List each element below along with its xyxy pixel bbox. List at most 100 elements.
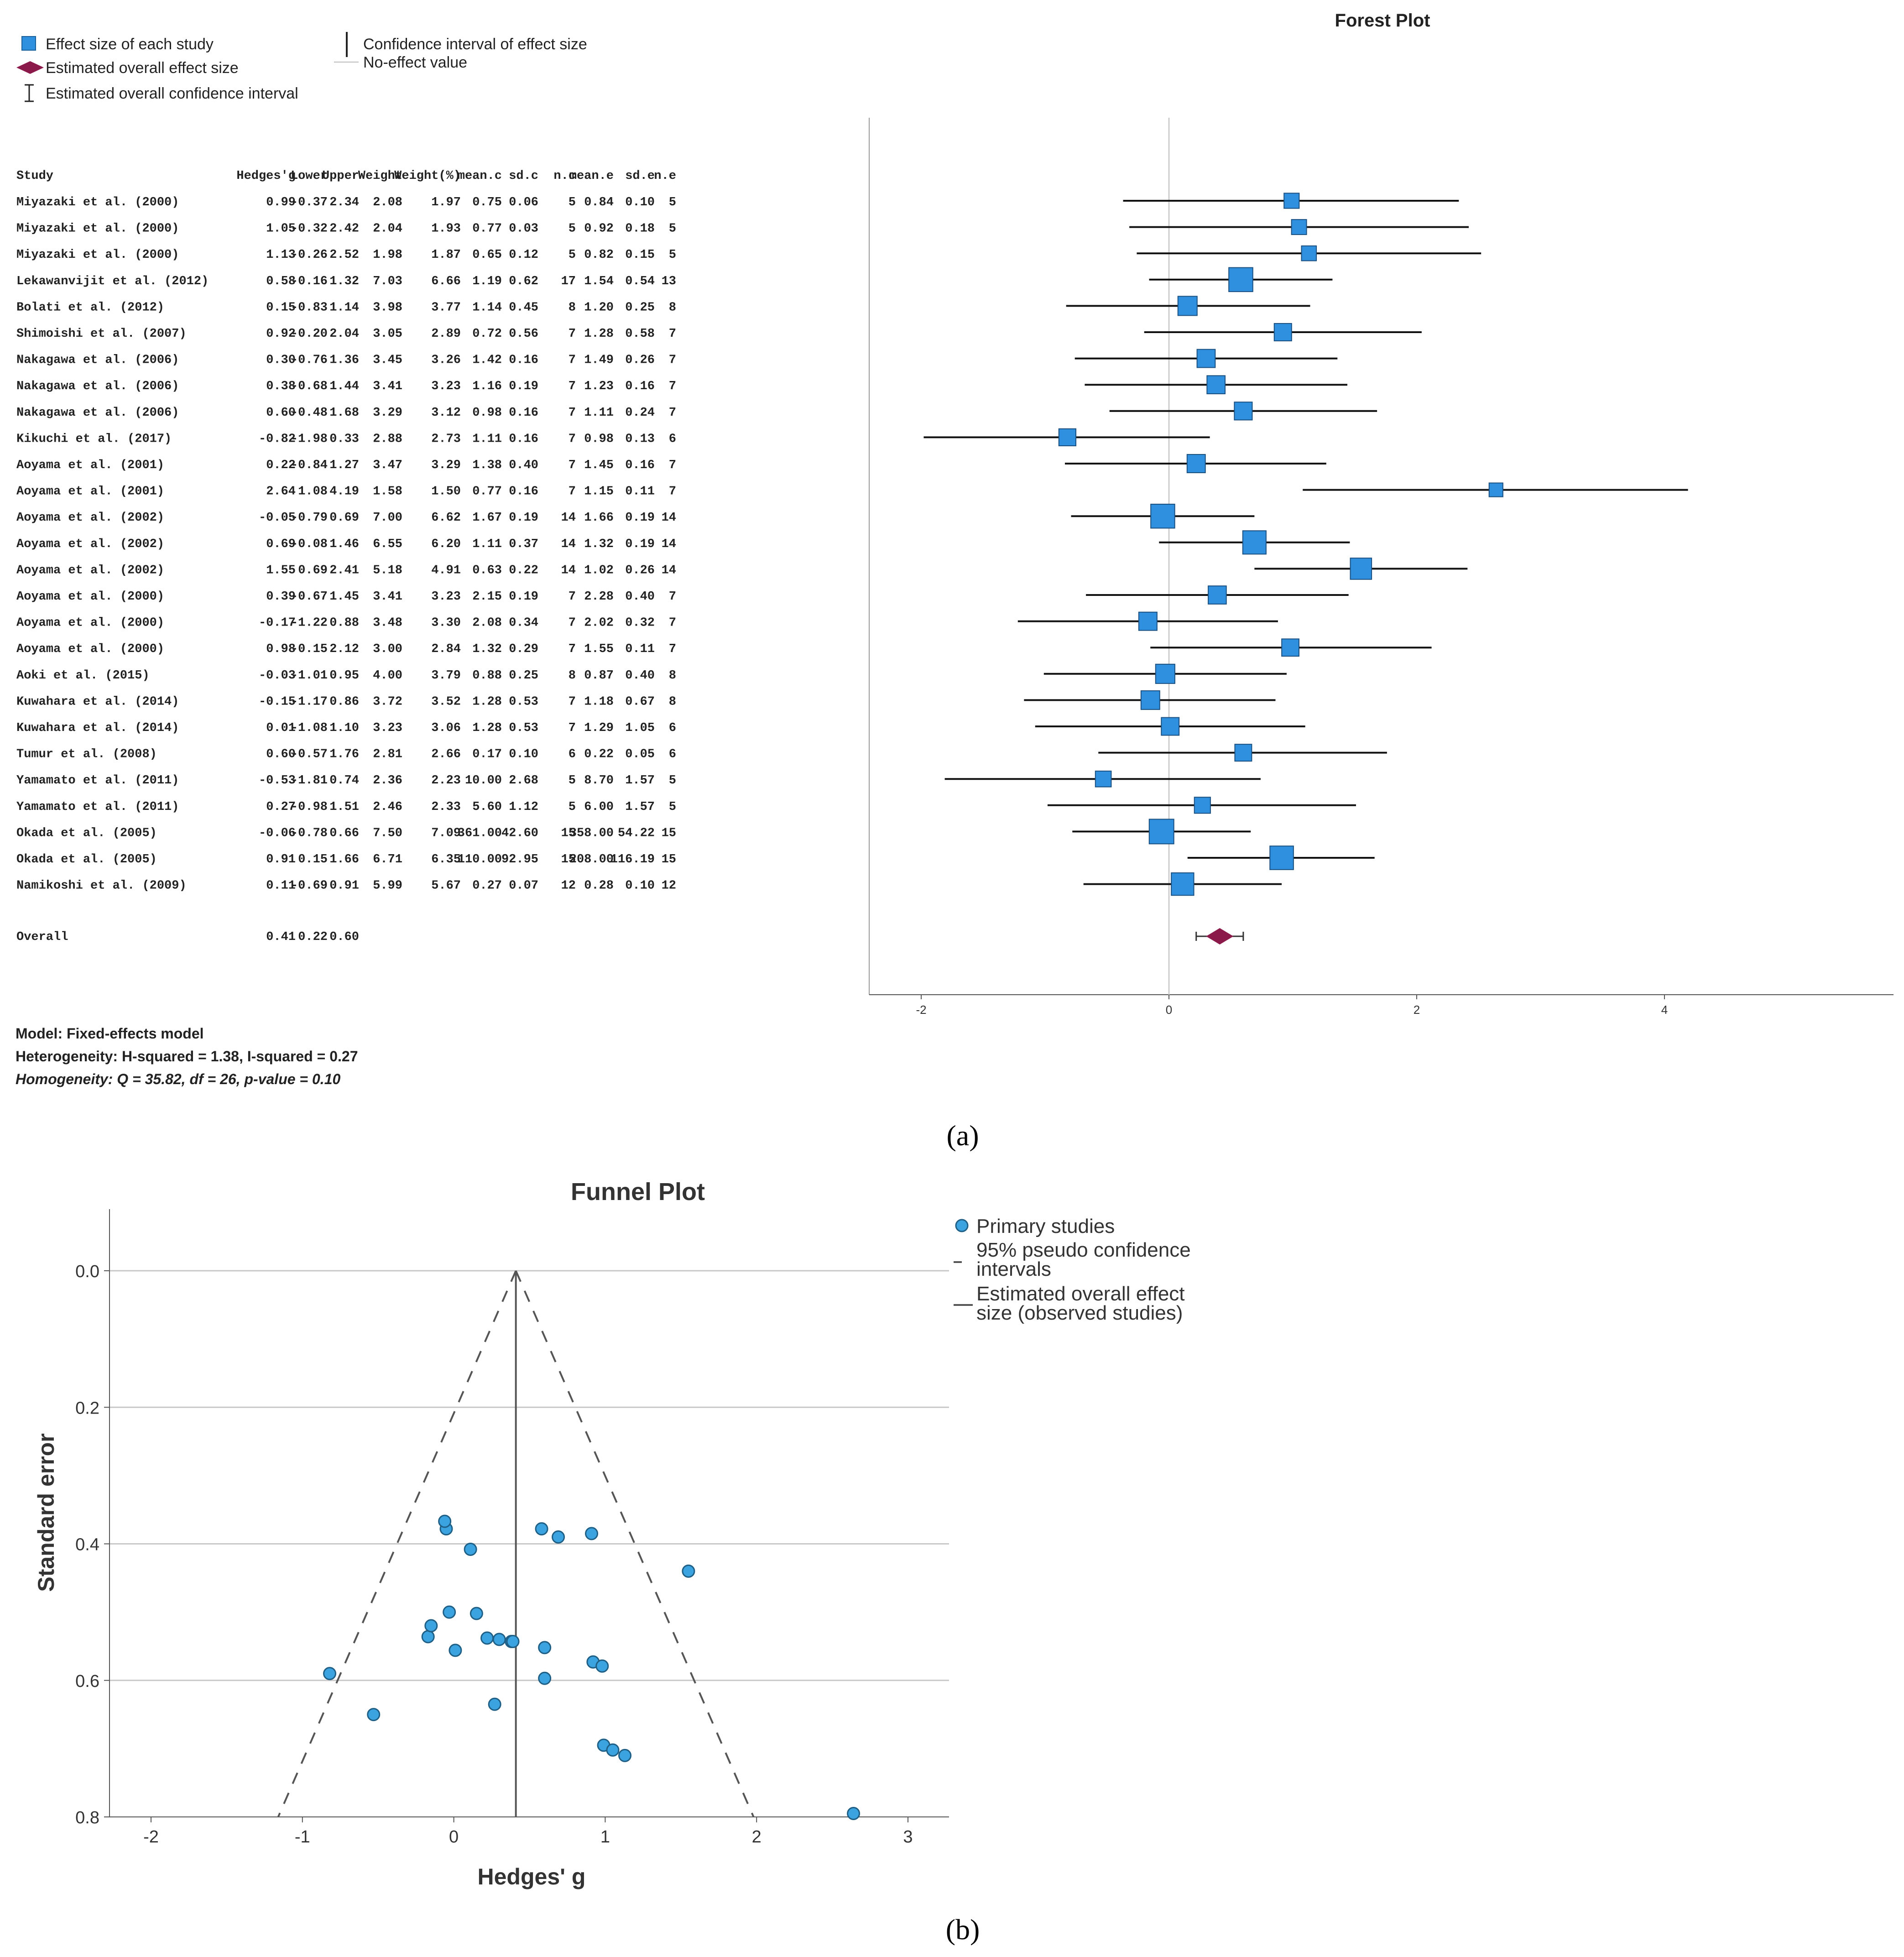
table-cell: 3.29 <box>373 406 402 420</box>
table-cell: 3.48 <box>373 616 402 630</box>
legend-overall-ci-icon <box>25 84 34 102</box>
table-row-study: Aoyama et al. (2000) <box>16 590 164 604</box>
legend-primary-studies-text: Primary studies <box>976 1215 1115 1237</box>
table-row-study: Lekawanvijit et al. (2012) <box>16 275 209 288</box>
table-cell: 5 <box>669 248 676 262</box>
forest-effect-square <box>1228 267 1253 292</box>
table-cell: 2.81 <box>373 748 402 762</box>
table-cell: 14 <box>662 564 676 577</box>
funnel-x-tick-label: 3 <box>903 1827 913 1847</box>
legend-ci-text-line1: 95% pseudo confidence <box>976 1239 1191 1261</box>
table-cell: -0.17 <box>259 616 296 630</box>
table-cell: 3.45 <box>373 354 402 367</box>
table-cell: 5 <box>569 800 576 814</box>
forest-effect-square <box>1350 558 1372 580</box>
table-header-cell: sd.c <box>509 169 538 183</box>
table-header-cell: mean.c <box>458 169 502 183</box>
table-cell: 2.02 <box>584 616 614 630</box>
table-cell: 6 <box>669 432 676 446</box>
table-header-cell: Weight <box>358 169 402 183</box>
table-cell: 0.86 <box>329 695 359 709</box>
table-cell: 2.46 <box>373 800 402 814</box>
table-row-study: Nakagawa et al. (2006) <box>16 380 179 393</box>
table-cell: 0.54 <box>625 275 655 288</box>
table-row-study: Kuwahara et al. (2014) <box>16 695 179 709</box>
funnel-point <box>480 1631 494 1645</box>
table-cell: 7 <box>569 354 576 367</box>
table-cell: 0.77 <box>472 222 502 236</box>
table-cell: 2.64 <box>266 485 296 499</box>
table-row-study: Shimoishi et al. (2007) <box>16 327 187 341</box>
funnel-point <box>323 1667 337 1680</box>
table-cell: 2.04 <box>329 327 359 341</box>
table-cell: 1.38 <box>472 459 502 472</box>
table-cell: 6 <box>569 748 576 762</box>
table-cell: 0.15 <box>266 301 296 314</box>
forest-effect-square <box>1242 530 1267 555</box>
funnel-point <box>847 1807 861 1821</box>
table-cell: 7 <box>569 406 576 420</box>
table-overall-cell: 0.22 <box>298 930 328 944</box>
table-row-study: Aoyama et al. (2000) <box>16 642 164 656</box>
table-cell: 7 <box>669 406 676 420</box>
funnel-point <box>538 1671 552 1685</box>
table-cell: 0.28 <box>584 879 614 893</box>
table-cell: 2.89 <box>431 327 461 341</box>
funnel-point <box>438 1514 452 1528</box>
table-cell: 1.28 <box>584 327 614 341</box>
table-cell: 8 <box>569 301 576 314</box>
table-row-study: Aoyama et al. (2001) <box>16 485 164 499</box>
table-header-cell: Weight(%) <box>394 169 461 183</box>
table-cell: 3.23 <box>431 590 461 604</box>
funnel-point <box>682 1564 695 1578</box>
forest-effect-square <box>1283 193 1300 209</box>
table-cell: 7 <box>569 642 576 656</box>
table-cell: 1.20 <box>584 301 614 314</box>
table-cell: 0.67 <box>625 695 655 709</box>
funnel-point <box>595 1659 609 1673</box>
table-cell: 0.98 <box>266 642 296 656</box>
table-cell: 0.39 <box>266 590 296 604</box>
table-cell: 92.95 <box>501 853 538 866</box>
table-cell: 0.95 <box>329 669 359 683</box>
table-cell: 7.03 <box>373 275 402 288</box>
funnel-y-axis-label: Standard error <box>33 1433 59 1592</box>
table-overall-label: Overall <box>16 930 68 944</box>
table-cell: 2.34 <box>329 196 359 209</box>
table-cell: -0.08 <box>291 538 328 551</box>
table-cell: 1.46 <box>329 538 359 551</box>
table-cell: 0.16 <box>509 432 538 446</box>
table-cell: -0.32 <box>291 222 328 236</box>
table-cell: 0.34 <box>509 616 538 630</box>
table-cell: 0.91 <box>329 879 359 893</box>
forest-effect-square <box>1291 219 1307 235</box>
table-cell: 4.19 <box>329 485 359 499</box>
table-cell: -0.84 <box>291 459 328 472</box>
table-row-study: Aoyama et al. (2002) <box>16 564 164 577</box>
table-cell: -0.76 <box>291 354 328 367</box>
forest-homogeneity-text: Homogeneity: Q = 35.82, df = 26, p-value… <box>16 1071 340 1087</box>
table-cell: 0.66 <box>329 826 359 840</box>
table-cell: 1.45 <box>329 590 359 604</box>
funnel-panel: Funnel Plot 0.0 0.2 0.4 0.6 0.8 -2 -1 0 1 2 3 Hed… <box>33 1178 1191 1946</box>
table-cell: 7 <box>669 327 676 341</box>
table-cell: 0.33 <box>329 432 359 446</box>
table-cell: 0.40 <box>625 590 655 604</box>
table-cell: 0.63 <box>472 564 502 577</box>
funnel-point <box>424 1619 438 1633</box>
funnel-point <box>606 1743 620 1757</box>
funnel-point <box>421 1630 435 1644</box>
table-cell: -0.15 <box>291 642 328 656</box>
table-cell: 1.45 <box>584 459 614 472</box>
table-cell: 0.77 <box>472 485 502 499</box>
table-cell: 0.11 <box>625 642 655 656</box>
table-cell: -0.83 <box>291 301 328 314</box>
table-cell: 1.08 <box>298 485 328 499</box>
table-cell: 0.11 <box>625 485 655 499</box>
forest-x-tick-label: 0 <box>1166 1003 1172 1017</box>
forest-effect-square <box>1161 717 1180 736</box>
funnel-point <box>492 1633 506 1646</box>
table-cell: -1.17 <box>291 695 328 709</box>
forest-heterogeneity-text: Heterogeneity: H-squared = 1.38, I-squar… <box>16 1048 358 1065</box>
table-cell: 0.60 <box>266 406 296 420</box>
